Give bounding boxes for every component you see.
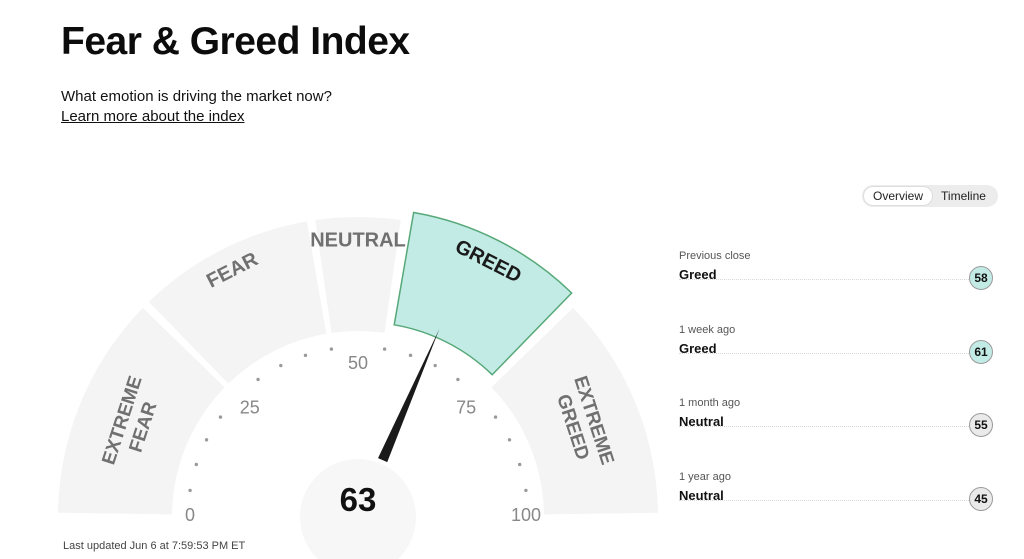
tick-dot bbox=[408, 353, 413, 358]
history-divider bbox=[679, 352, 969, 354]
page-subtitle: What emotion is driving the market now? bbox=[61, 88, 332, 105]
history-score-badge: 45 bbox=[969, 486, 993, 511]
tick-dot bbox=[493, 415, 498, 419]
tick-dot bbox=[218, 415, 223, 419]
tick-dot bbox=[524, 488, 528, 493]
history-divider bbox=[679, 279, 969, 280]
gauge-needle bbox=[378, 328, 440, 463]
zone-neutral bbox=[315, 217, 401, 333]
history-divider bbox=[679, 499, 969, 501]
timeline-tab[interactable]: Timeline bbox=[941, 189, 986, 203]
gauge-ticks: 0 25 50 75 100 bbox=[185, 347, 541, 525]
zone-label-neutral: NEUTRAL bbox=[310, 229, 406, 251]
history-score-badge: 55 bbox=[969, 413, 993, 437]
tick-dot bbox=[433, 363, 437, 368]
history-rating: Neutral bbox=[679, 487, 724, 503]
tick-label-0: 0 bbox=[185, 505, 195, 525]
history-score-badge: 58 bbox=[969, 266, 993, 290]
history-list: Previous close Greed 58 1 week ago Greed… bbox=[679, 250, 997, 544]
tick-dot bbox=[194, 462, 199, 467]
tick-dot bbox=[507, 438, 512, 442]
page-title: Fear & Greed Index bbox=[61, 20, 410, 63]
zone-extreme-greed bbox=[491, 307, 658, 515]
tick-dot bbox=[456, 377, 460, 382]
history-label: Previous close bbox=[679, 250, 751, 262]
tick-dot bbox=[329, 347, 334, 351]
tick-dot bbox=[382, 347, 387, 351]
zone-extreme-fear bbox=[58, 307, 225, 515]
gauge-needle-group bbox=[300, 328, 440, 559]
tick-dot bbox=[279, 363, 283, 368]
tick-dot bbox=[303, 353, 308, 358]
zone-greed bbox=[393, 211, 573, 376]
history-rating: Greed bbox=[679, 267, 717, 282]
view-toggle: Overview Timeline bbox=[862, 185, 998, 207]
history-item-1-month: 1 month ago Neutral 55 bbox=[679, 397, 997, 471]
zone-label-extreme-fear: EXTREMEFEAR bbox=[98, 374, 167, 475]
tick-label-100: 100 bbox=[511, 505, 541, 525]
tick-dot bbox=[204, 438, 209, 442]
learn-more-link[interactable]: Learn more about the index bbox=[61, 108, 245, 125]
history-label: 1 week ago bbox=[679, 323, 736, 336]
gauge-dial bbox=[172, 331, 544, 517]
tick-label-75: 75 bbox=[456, 398, 476, 418]
tick-dot bbox=[188, 488, 192, 493]
history-rating: Greed bbox=[679, 340, 717, 356]
gauge-value: 63 bbox=[340, 481, 377, 518]
history-rating: Neutral bbox=[679, 414, 724, 429]
last-updated-text: Last updated Jun 6 at 7:59:53 PM ET bbox=[63, 540, 246, 552]
overview-tab[interactable]: Overview bbox=[864, 187, 933, 205]
value-bubble bbox=[300, 459, 416, 559]
history-label: 1 year ago bbox=[679, 470, 731, 483]
tick-label-50: 50 bbox=[348, 353, 368, 373]
tick-dot bbox=[517, 462, 522, 467]
tick-dot bbox=[256, 377, 260, 382]
history-item-previous-close: Previous close Greed 58 bbox=[679, 250, 997, 324]
history-divider bbox=[679, 426, 969, 427]
history-item-1-year: 1 year ago Neutral 45 bbox=[679, 471, 997, 545]
tick-label-25: 25 bbox=[240, 398, 260, 418]
zone-fear bbox=[148, 221, 327, 384]
history-score-badge: 61 bbox=[969, 339, 993, 364]
history-item-1-week: 1 week ago Greed 61 bbox=[679, 324, 997, 398]
history-label: 1 month ago bbox=[679, 397, 741, 409]
